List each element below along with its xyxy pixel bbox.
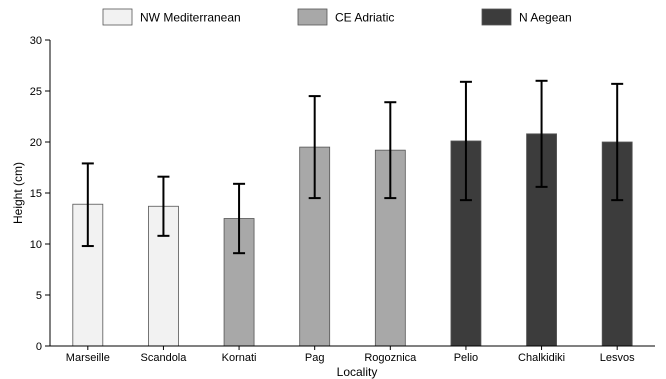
x-tick-label: Pag <box>305 352 325 364</box>
y-tick-label: 25 <box>30 86 42 98</box>
x-axis: Marseille Scandola Kornati Pag Rogoznica Peli… <box>50 345 655 364</box>
x-tick-label: Marseille <box>66 352 110 364</box>
x-axis-title: Locality <box>337 365 378 379</box>
legend-label: NW Mediterranean <box>140 11 241 25</box>
legend-label: N Aegean <box>519 11 572 25</box>
y-tick-label: 30 <box>30 35 42 47</box>
y-tick-label: 10 <box>30 239 42 251</box>
x-tick-label: Chalkidiki <box>518 352 565 364</box>
y-tick-label: 5 <box>36 290 42 302</box>
x-tick-label: Lesvos <box>600 352 635 364</box>
plot-area <box>72 79 633 347</box>
x-tick-label: Pelio <box>454 352 478 364</box>
y-tick-label: 20 <box>30 137 42 149</box>
y-tick-label: 15 <box>30 188 42 200</box>
legend-swatch <box>481 8 512 26</box>
y-tick-label: 0 <box>36 341 42 353</box>
x-tick-label: Rogoznica <box>364 352 417 364</box>
x-tick-label: Kornati <box>222 352 257 364</box>
x-tick-label: Scandola <box>141 352 188 364</box>
legend-swatch <box>102 8 133 26</box>
legend: NW Mediterranean CE Adriatic N Aegean <box>102 8 572 26</box>
y-axis-title: Height (cm) <box>11 162 25 224</box>
y-axis: 0 5 10 15 20 25 30 <box>30 35 51 353</box>
legend-label: CE Adriatic <box>335 11 394 25</box>
legend-swatch <box>297 8 328 26</box>
